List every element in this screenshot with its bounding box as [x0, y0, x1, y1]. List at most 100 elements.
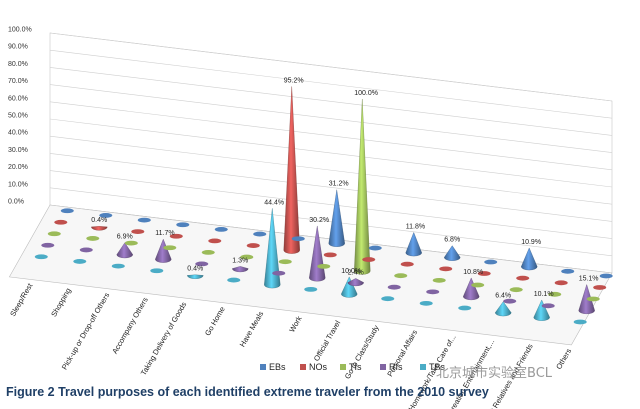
data-label: 44.4% — [264, 199, 284, 206]
base-NOs-13 — [554, 280, 568, 286]
legend: EBs NOs TIs RIs TBs — [260, 362, 446, 372]
data-label: 10.1% — [534, 291, 554, 298]
base-EBs-8 — [368, 245, 382, 251]
cone-TBs-8 — [341, 276, 358, 298]
cone-TBs-13 — [533, 299, 550, 321]
cone-RIs-8 — [347, 278, 364, 287]
data-label: 6.9% — [117, 234, 133, 241]
cone-EBs-10 — [444, 245, 461, 261]
base-TIs-12 — [509, 287, 523, 293]
base-EBs-14 — [599, 273, 613, 279]
gridlines — [49, 32, 613, 274]
y-tick-label: 100.0% — [8, 27, 32, 34]
data-label: 100.0% — [354, 90, 378, 97]
base-TBs-9 — [381, 296, 395, 302]
gridline — [49, 118, 613, 188]
base-TIs-5 — [240, 254, 254, 260]
data-label: 11.7% — [155, 230, 174, 237]
cone-TBs-6 — [264, 208, 281, 289]
base-NOs-12 — [516, 275, 530, 281]
base-NOs-14 — [593, 285, 607, 290]
cone-TBs-12 — [495, 301, 512, 317]
base-RIs-12 — [503, 298, 517, 304]
chart-marks — [34, 86, 613, 325]
category-label: Work — [287, 314, 304, 334]
base-EBs-6 — [291, 236, 305, 242]
category-label: Taking Delivery of Goods — [139, 300, 189, 377]
category-label: Accompany Others — [110, 295, 150, 355]
base-TIs-14 — [586, 296, 600, 302]
data-label: 95.2% — [284, 77, 304, 84]
base-TIs-7 — [317, 263, 331, 269]
legend-swatch — [340, 364, 346, 370]
gridline — [49, 67, 613, 136]
legend-swatch — [420, 364, 426, 370]
category-label: Sleep/Rest — [8, 281, 35, 318]
gridline — [49, 84, 613, 153]
base-NOs-3 — [169, 233, 183, 239]
base-TIs-1 — [86, 236, 100, 241]
base-RIs-9 — [387, 284, 401, 290]
watermark: 北京城市实验室BCL — [436, 366, 553, 381]
cone-EBs-12 — [521, 247, 538, 271]
base-RIs-13 — [541, 303, 555, 309]
y-axis-ticks: 0.0% 10.0% 20.0% 30.0% 40.0% 50.0% 60.0% 70.0% 8… — [8, 27, 32, 206]
base-NOs-9 — [400, 261, 414, 267]
cone-TIs-8 — [354, 99, 371, 275]
data-label: 6.8% — [444, 237, 460, 244]
data-label: 11.8% — [406, 223, 425, 230]
base-TBs-5 — [227, 277, 241, 283]
figure-caption: Figure 2 Travel purposes of each identif… — [6, 385, 489, 399]
base-TBs-7 — [304, 286, 318, 292]
legend-label: RIs — [389, 362, 403, 372]
gridline — [49, 153, 613, 222]
cone-NOs-1 — [91, 226, 108, 231]
data-label: 0.4% — [187, 266, 203, 273]
legend-label: NOs — [309, 362, 328, 372]
y-tick-label: 80.0% — [8, 61, 28, 68]
base-NOs-0 — [54, 219, 68, 225]
category-label: Others — [554, 347, 573, 371]
data-label: 10.9% — [521, 239, 541, 246]
gridline — [49, 32, 613, 102]
base-TIs-2 — [124, 240, 138, 246]
base-RIs-4 — [195, 261, 209, 267]
category-label: Have Meals — [238, 309, 266, 348]
cone-EBs-9 — [405, 231, 422, 257]
data-label: 6.4% — [495, 293, 511, 300]
gridline — [49, 49, 613, 119]
base-RIs-10 — [426, 289, 440, 295]
data-label: 30.2% — [309, 217, 329, 224]
category-label: Shopping — [49, 286, 73, 318]
y-tick-label: 40.0% — [8, 130, 28, 137]
y-tick-label: 90.0% — [8, 44, 28, 51]
base-EBs-5 — [253, 231, 267, 237]
y-tick-label: 30.0% — [8, 147, 28, 154]
legend-label: TBs — [429, 362, 446, 372]
base-TIs-0 — [47, 231, 61, 237]
data-label: 10.8% — [463, 269, 483, 276]
data-labels: 0.4% 6.9% 11.7% 0.4% 1.3% 95.2% 44.4% 30.2% 31.2… — [91, 77, 598, 299]
base-RIs-0 — [41, 242, 55, 248]
base-TIs-11 — [471, 282, 485, 288]
base-EBs-0 — [60, 208, 74, 214]
data-label: 0.4% — [91, 217, 107, 224]
legend-label: EBs — [269, 362, 286, 372]
legend-swatch — [380, 364, 386, 370]
cone-RIs-2 — [116, 242, 133, 259]
base-TBs-0 — [34, 254, 48, 260]
base-NOs-2 — [131, 229, 145, 234]
base-TIs-9 — [394, 273, 408, 279]
base-TBs-1 — [73, 259, 87, 264]
category-label: Pick-up or Drop-off Others — [60, 291, 112, 371]
y-tick-label: 20.0% — [8, 164, 28, 171]
base-TIs-13 — [548, 291, 562, 297]
base-TIs-10 — [432, 277, 446, 283]
data-label: 10.0% — [341, 268, 361, 275]
base-TIs-3 — [163, 245, 177, 251]
base-NOs-4 — [208, 238, 222, 244]
cone-RIs-14 — [578, 284, 595, 314]
y-tick-label: 60.0% — [8, 95, 28, 102]
base-NOs-11 — [477, 271, 491, 276]
cone-NOs-6 — [283, 86, 300, 254]
